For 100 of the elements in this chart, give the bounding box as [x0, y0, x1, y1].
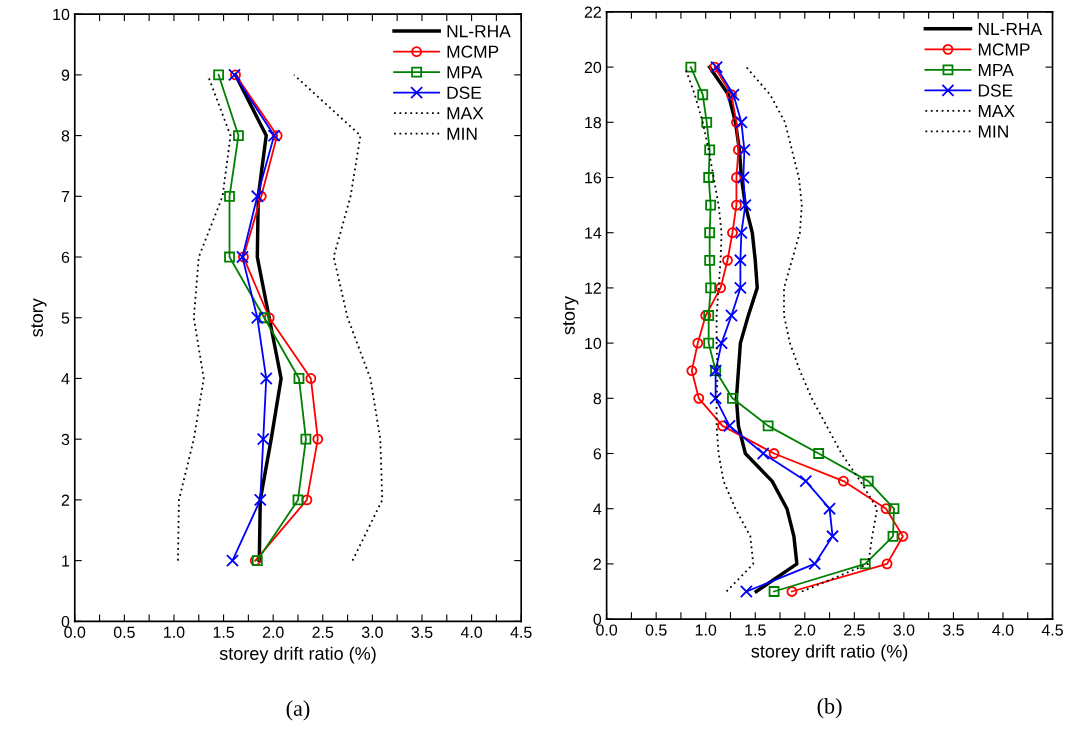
- x-tick-label: 4.0: [992, 624, 1014, 636]
- legend-label: NL-RHA: [447, 25, 511, 38]
- x-tick-label: 1.5: [745, 624, 766, 636]
- point: [705, 282, 717, 294]
- point: [727, 392, 738, 404]
- x-tick-label: 0.0: [64, 626, 86, 638]
- legend-label: DSE: [447, 86, 482, 99]
- point: [686, 365, 698, 377]
- point: [887, 530, 899, 542]
- point: [226, 554, 239, 568]
- point: [692, 337, 704, 349]
- y-tick-label: 10: [585, 337, 602, 350]
- legend-label: MPA: [447, 66, 483, 79]
- point: [717, 420, 728, 432]
- y-tick-label: 22: [584, 6, 601, 18]
- legend-label: MCMP: [978, 43, 1030, 56]
- point: [897, 530, 909, 542]
- point: [799, 474, 813, 488]
- point: [705, 199, 717, 211]
- y-tick-label: 6: [593, 448, 602, 460]
- x-tick-label: 0.5: [645, 624, 667, 636]
- point: [250, 311, 264, 325]
- point: [292, 494, 304, 506]
- point: [259, 371, 273, 385]
- point: [715, 282, 726, 294]
- y-tick-label: 4: [593, 503, 602, 515]
- y-tick-label: 5: [61, 312, 70, 324]
- point: [733, 281, 747, 295]
- point: [213, 69, 225, 81]
- x-tick-label: 4.5: [510, 626, 532, 638]
- point: [888, 503, 900, 515]
- point: [768, 586, 780, 597]
- line-series: [745, 66, 879, 593]
- point: [703, 172, 715, 183]
- y-tick-label: 2: [61, 494, 70, 506]
- point: [813, 448, 825, 459]
- point: [880, 503, 892, 515]
- line-series: [293, 73, 384, 562]
- point: [734, 115, 748, 129]
- point: [768, 448, 780, 459]
- point: [258, 312, 270, 324]
- point: [703, 337, 715, 349]
- y-tick-label: 3: [61, 433, 70, 446]
- point: [838, 475, 849, 487]
- point: [881, 558, 893, 570]
- legend-label: MAX: [447, 107, 484, 120]
- point: [697, 89, 709, 101]
- point: [233, 130, 244, 142]
- point: [823, 502, 837, 516]
- x-axis-title: storey drift ratio (%): [219, 646, 376, 664]
- y-axis-title: story: [31, 298, 47, 337]
- point: [739, 585, 753, 598]
- point: [756, 447, 770, 460]
- x-tick-label: 4.0: [460, 626, 483, 638]
- point: [709, 391, 723, 405]
- y-tick-label: 18: [585, 116, 602, 129]
- point: [267, 129, 281, 143]
- y-tick-label: 12: [585, 282, 601, 294]
- point: [293, 373, 305, 384]
- point: [862, 475, 874, 487]
- x-tick-label: 3.5: [411, 626, 433, 638]
- point: [693, 392, 705, 404]
- point: [731, 172, 742, 183]
- y-tick-label: 14: [585, 227, 602, 239]
- point: [300, 433, 312, 445]
- legend-label: MCMP: [447, 45, 499, 58]
- x-axis-title: storey drift ratio (%): [751, 644, 908, 662]
- x-tick-label: 3.0: [361, 626, 383, 638]
- point: [737, 143, 751, 157]
- point: [301, 494, 313, 506]
- y-tick-label: 8: [593, 392, 602, 405]
- point: [727, 227, 738, 239]
- x-tick-label: 2.0: [262, 626, 284, 638]
- point: [762, 420, 774, 432]
- point: [312, 433, 324, 445]
- y-tick-label: 6: [61, 251, 70, 263]
- text: (a): [286, 700, 310, 721]
- point: [859, 558, 871, 570]
- point: [723, 419, 736, 433]
- point: [808, 557, 822, 571]
- point: [271, 130, 283, 142]
- point: [704, 254, 716, 266]
- x-tick-label: 4.5: [1041, 624, 1063, 636]
- point: [305, 373, 317, 384]
- y-tick-label: 1: [62, 555, 70, 567]
- x-tick-label: 3.0: [893, 624, 915, 636]
- y-tick-label: 20: [584, 61, 602, 74]
- point: [224, 190, 235, 202]
- x-tick-label: 0.5: [113, 626, 135, 638]
- y-tick-label: 0: [61, 615, 70, 628]
- y-tick-label: 9: [61, 69, 70, 81]
- y-tick-label: 8: [61, 130, 70, 142]
- point: [733, 253, 747, 267]
- point: [253, 493, 267, 507]
- text: (b): [817, 698, 842, 719]
- y-tick-label: 4: [61, 373, 70, 385]
- point: [250, 189, 264, 203]
- y-axis-title: story: [563, 295, 579, 335]
- y-tick-label: 7: [61, 191, 70, 203]
- point: [715, 336, 729, 350]
